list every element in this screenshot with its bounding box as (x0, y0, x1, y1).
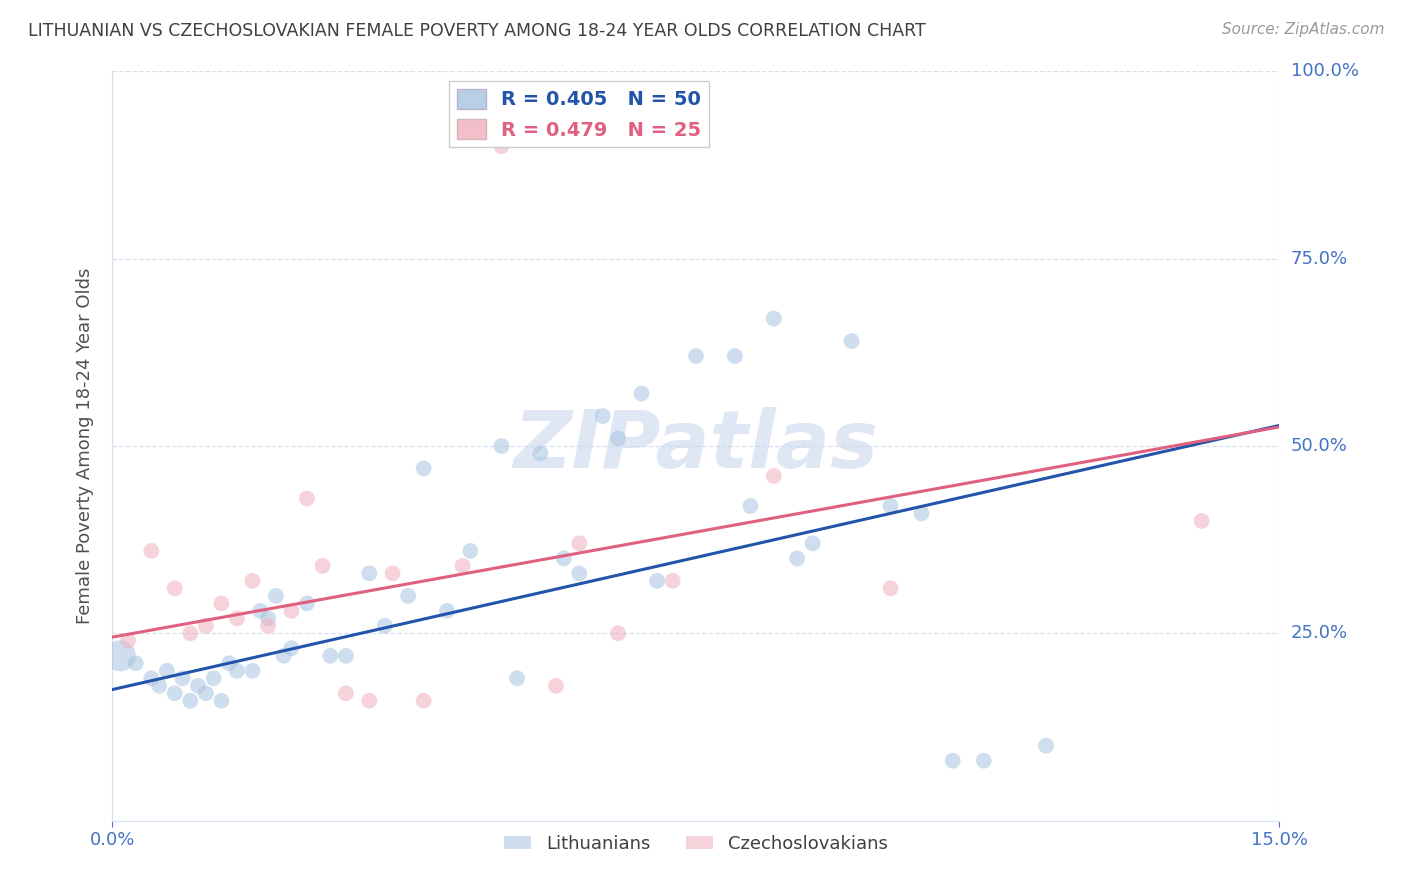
Point (506, 671, 529, 685)
Point (141, 544, 163, 558)
Point (249, 604, 271, 618)
Text: LITHUANIAN VS CZECHOSLOVAKIAN FEMALE POVERTY AMONG 18-24 YEAR OLDS CORRELATION C: LITHUANIAN VS CZECHOSLOVAKIAN FEMALE POV… (28, 22, 927, 40)
Point (194, 686, 217, 700)
Point (879, 499, 901, 513)
Point (335, 648, 357, 663)
Point (973, 754, 995, 768)
Point (491, 139, 513, 153)
Point (295, 596, 318, 610)
Point (553, 551, 575, 566)
Point (460, 544, 482, 558)
Point (412, 461, 434, 475)
Text: 25.0%: 25.0% (1291, 624, 1348, 642)
Point (740, 499, 762, 513)
Point (125, 657, 148, 671)
Point (786, 551, 808, 566)
Point (359, 566, 381, 581)
Point (1035, 739, 1057, 753)
Point (685, 349, 707, 363)
Point (607, 626, 630, 640)
Point (319, 648, 342, 663)
Point (396, 589, 419, 603)
Point (280, 604, 302, 618)
Text: Source: ZipAtlas.com: Source: ZipAtlas.com (1222, 22, 1385, 37)
Point (209, 694, 232, 708)
Point (801, 536, 824, 550)
Point (117, 633, 139, 648)
Point (436, 604, 458, 618)
Point (374, 619, 396, 633)
Text: ZIPatlas: ZIPatlas (513, 407, 879, 485)
Point (381, 566, 404, 581)
Point (280, 641, 302, 656)
Point (491, 439, 513, 453)
Point (187, 679, 209, 693)
Point (257, 611, 280, 625)
Point (110, 648, 132, 663)
Point (762, 311, 785, 326)
Point (179, 626, 201, 640)
Point (1191, 514, 1213, 528)
Point (661, 574, 683, 588)
Point (172, 671, 194, 685)
Text: 100.0%: 100.0% (1291, 62, 1358, 80)
Point (257, 619, 280, 633)
Point (359, 694, 381, 708)
Point (264, 589, 287, 603)
Point (148, 679, 170, 693)
Point (568, 566, 591, 581)
Point (141, 671, 163, 685)
Point (879, 582, 901, 596)
Point (226, 611, 249, 625)
Point (179, 694, 201, 708)
Point (529, 446, 551, 460)
Text: 50.0%: 50.0% (1291, 437, 1347, 455)
Point (194, 619, 217, 633)
Point (724, 349, 747, 363)
Point (630, 386, 652, 401)
Point (202, 671, 225, 685)
Text: 75.0%: 75.0% (1291, 250, 1348, 268)
Point (841, 334, 863, 348)
Point (412, 694, 434, 708)
Point (311, 558, 333, 573)
Point (607, 432, 630, 446)
Point (242, 574, 264, 588)
Point (242, 664, 264, 678)
Point (209, 596, 232, 610)
Point (451, 558, 474, 573)
Point (910, 507, 932, 521)
Point (592, 409, 614, 423)
Point (568, 536, 591, 550)
Point (544, 679, 567, 693)
Point (335, 686, 357, 700)
Point (273, 648, 295, 663)
Legend: Lithuanians, Czechoslovakians: Lithuanians, Czechoslovakians (498, 828, 894, 860)
Point (163, 582, 186, 596)
Point (295, 491, 318, 506)
Point (942, 754, 965, 768)
Y-axis label: Female Poverty Among 18-24 Year Olds: Female Poverty Among 18-24 Year Olds (76, 268, 94, 624)
Point (645, 574, 668, 588)
Point (156, 664, 179, 678)
Point (218, 657, 240, 671)
Point (163, 686, 186, 700)
Point (762, 469, 785, 483)
Point (226, 664, 249, 678)
